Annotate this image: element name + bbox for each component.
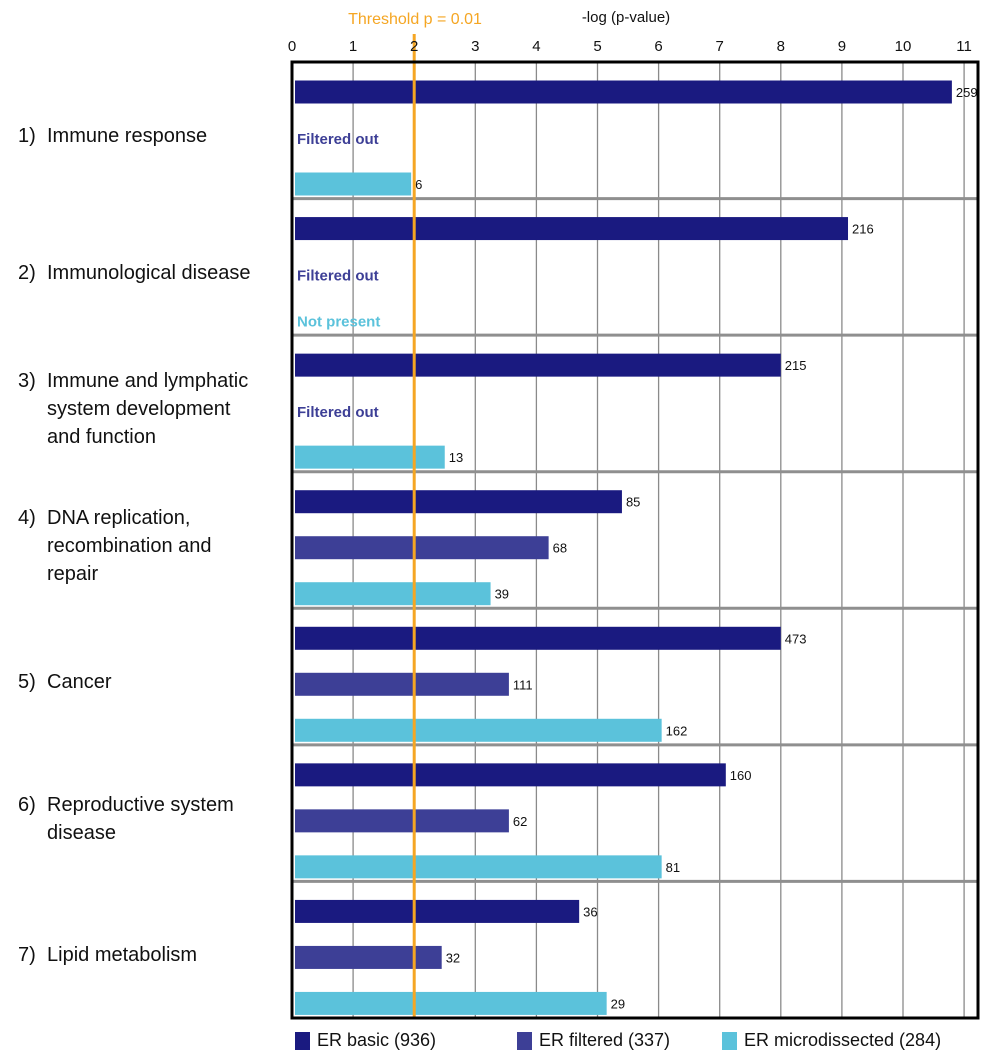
x-tick-label: 2 [410,38,418,55]
bar-layer [295,80,952,1015]
category-separators [292,197,978,883]
category-number: 7) [18,944,36,967]
bar-data-label: 68 [553,541,567,556]
category-label: 1) Immune response [18,122,288,150]
bar-er-microdissected [295,718,662,742]
bar-er-microdissected [295,991,607,1015]
bar-data-label: 62 [513,814,527,829]
bar-er-basic [295,217,849,241]
bar-er-basic [295,353,781,377]
bar-er-basic [295,763,726,787]
legend-label: ER filtered (337) [539,1030,671,1050]
bar-er-microdissected [295,445,445,469]
category-label: 2) Immunological disease [18,259,288,287]
category-name-line: Lipid metabolism [47,944,198,967]
category-name-line: Immunological disease [47,261,251,284]
plot-frame [290,60,980,1020]
bar-er-microdissected [295,172,412,196]
x-tick-label: 0 [288,38,296,55]
bar-er-filtered [295,536,549,560]
x-tick-label: 6 [654,38,662,55]
category-name-line: recombination and [47,534,212,557]
bar-data-label: 36 [583,904,597,919]
category-number: 3) [18,370,36,393]
category-name-line: Immune and lymphatic [47,370,249,393]
category-name-line: repair [47,562,99,585]
x-tick-label: 4 [532,38,540,55]
bar-er-filtered [295,945,442,969]
legend-item: ER filtered (337) [517,1030,670,1051]
x-tick-label: 7 [716,38,724,55]
category-number: 4) [18,506,36,529]
legend-swatch [517,1031,532,1050]
category-number: 2) [18,261,36,284]
category-name-line: disease [47,821,116,844]
category-label: 5) Cancer [18,668,288,696]
x-tick-label: 8 [777,38,785,55]
bar-data-label: 162 [666,723,688,738]
bar-er-microdissected [295,582,491,606]
bar-data-label: 160 [730,768,752,783]
category-name-line: Cancer [47,671,112,694]
bar-data-label: 13 [449,450,463,465]
bar-er-basic [295,80,952,104]
x-axis: 0 1 2 3 4 5 6 7 8 9 10 11 [288,38,972,55]
legend-swatch [295,1031,310,1050]
threshold-label: Threshold p = 0.01 [348,11,482,28]
x-axis-title: -log (p-value) [582,9,670,26]
bar-data-label: 81 [666,860,680,875]
bar-er-basic [295,899,580,923]
category-name-line: DNA replication, [47,506,191,529]
category-label: 6) Reproductive system disease [18,791,288,847]
bar-data-label: 85 [626,495,640,510]
category-label: 7) Lipid metabolism [18,941,288,969]
bar-er-microdissected [295,855,662,879]
series-note: Filtered out [297,131,379,148]
category-name-line: system development [47,398,231,421]
bar-data-label: 259 [956,85,978,100]
bar-er-basic [295,626,781,650]
legend-label: ER microdissected (284) [744,1030,942,1050]
legend: ER basic (936) ER filtered (337) ER microd… [295,1030,981,1054]
category-number: 5) [18,671,36,694]
category-label: 4) DNA replication, recombination and repai… [18,504,288,588]
bar-data-label: 39 [495,587,509,602]
series-note: Filtered out [297,268,379,285]
category-label: 3) Immune and lymphatic system development… [18,367,288,451]
category-name-line: and function [47,426,156,449]
bar-data-label: 6 [415,177,422,192]
category-number: 1) [18,125,36,147]
legend-label: ER basic (936) [317,1030,437,1050]
bar-er-filtered [295,672,509,696]
series-note: Not present [297,314,380,331]
x-tick-label: 10 [895,38,912,55]
x-tick-label: 9 [838,38,846,55]
legend-swatch [722,1031,737,1050]
category-number: 6) [18,793,36,816]
legend-item: ER basic (936) [295,1030,436,1051]
bar-data-label: 216 [852,222,874,237]
bar-data-label: 111 [513,677,533,692]
bar-data-label: 29 [611,996,625,1011]
category-name-line: Reproductive system [47,793,234,816]
bar-data-label: 473 [785,631,807,646]
x-tick-label: 1 [349,38,357,55]
series-note: Filtered out [297,404,379,421]
bar-data-label: 32 [446,950,460,965]
x-tick-label: 3 [471,38,479,55]
bar-er-filtered [295,809,509,833]
data-label-layer: 259 Filtered out 6 216 Filtered out Not prese… [297,85,978,1011]
x-tick-label: 11 [956,38,972,55]
bar-data-label: 215 [785,358,807,373]
bar-er-basic [295,490,622,514]
legend-item: ER microdissected (284) [722,1030,941,1051]
x-tick-label: 5 [593,38,601,55]
category-name-line: Immune response [47,125,208,147]
